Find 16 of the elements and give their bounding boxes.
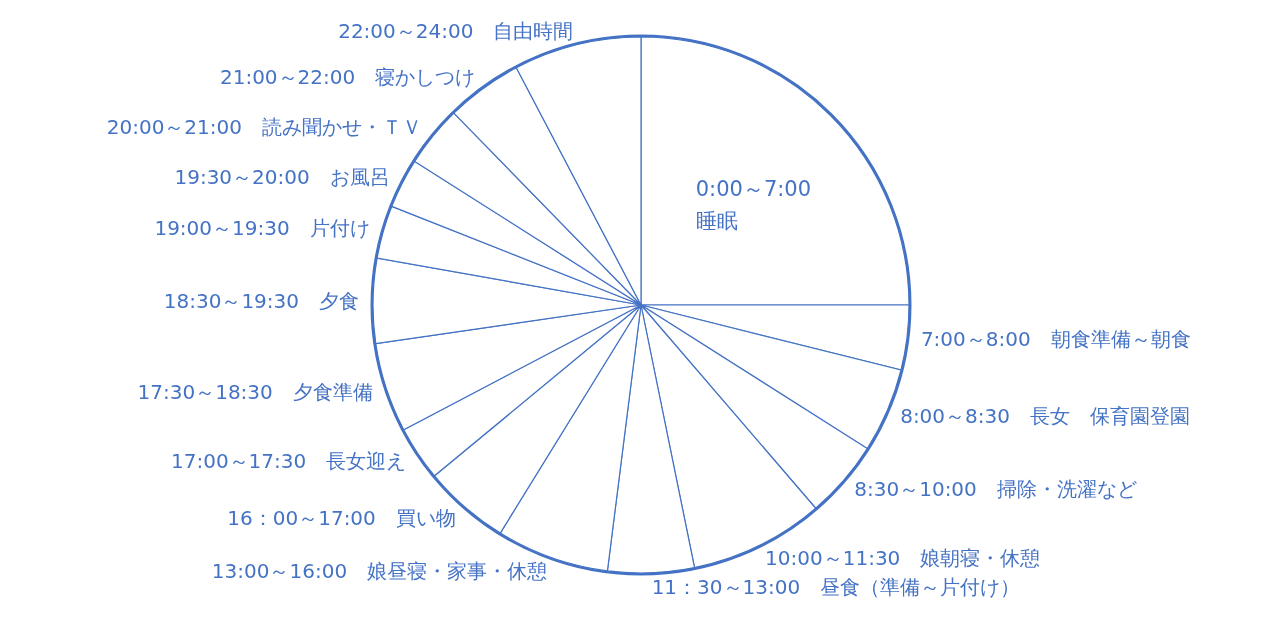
slice-label: 22:00～24:00 自由時間 — [338, 19, 574, 44]
slice-label: 17:30～18:30 夕食準備 — [137, 380, 373, 405]
slice-label: 18:30～19:30 夕食 — [163, 288, 360, 313]
slice-label: 17:00～17:30 長女迎え — [171, 449, 407, 474]
slice-label: 10:00～11:30 娘朝寝・休憩 — [765, 546, 1041, 571]
slice-label: 0:00～7:00 睡眠 — [695, 177, 812, 234]
slice-label: 20:00～21:00 読み聞かせ・ＴＶ — [106, 115, 423, 140]
slice-label: 8:00～8:30 長女 保育園登園 — [900, 404, 1190, 429]
slice-label: 21:00～22:00 寝かしつけ — [219, 64, 476, 89]
slice-label: 13:00～16:00 娘昼寝・家事・休憩 — [211, 558, 548, 583]
slice-label: 11：30～13:00 昼食（準備～片付け） — [651, 574, 1021, 599]
slice-label: 8:30～10:00 掃除・洗濯など — [854, 477, 1137, 502]
slice-label: 7:00～8:00 朝食準備～朝食 — [920, 327, 1191, 352]
slice-label: 19:00～19:30 片付け — [154, 216, 370, 241]
slice-label: 16：00～17:00 買い物 — [227, 505, 456, 530]
slice-label: 19:30～20:00 お風呂 — [174, 164, 390, 189]
